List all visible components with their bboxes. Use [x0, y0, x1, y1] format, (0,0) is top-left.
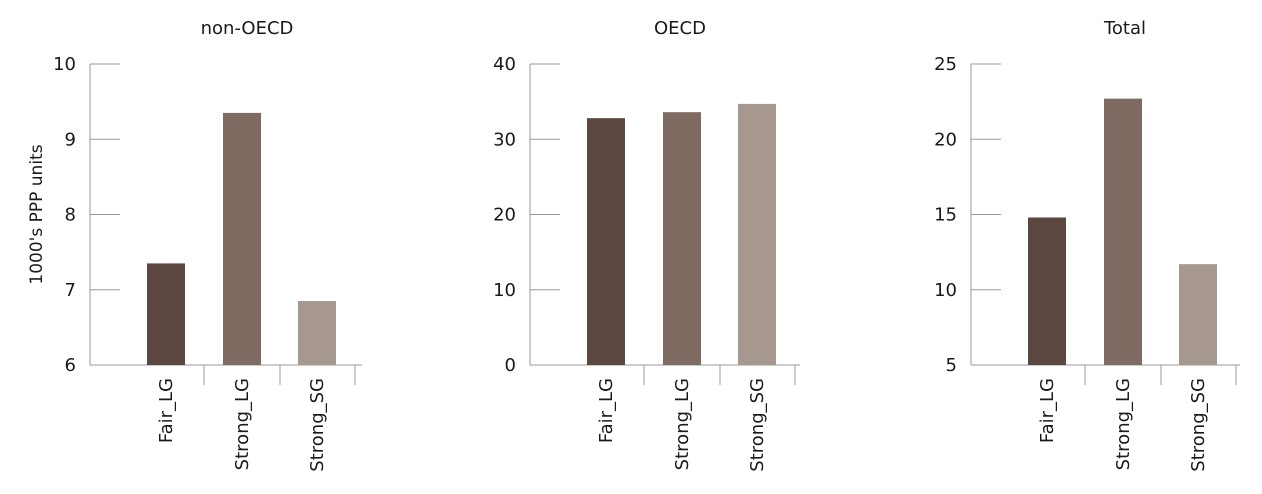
y-tick-label: 10 — [493, 280, 516, 301]
y-tick-label: 40 — [493, 54, 516, 75]
y-tick-label: 0 — [505, 355, 516, 376]
bar-strong-sg — [738, 103, 776, 365]
x-tick-label: Fair_LG — [1037, 378, 1058, 443]
y-tick-label: 6 — [65, 355, 76, 376]
x-tick-label: Fair_LG — [156, 378, 177, 443]
bar-fair-lg — [587, 118, 625, 366]
x-tick-label: Strong_LG — [232, 378, 253, 470]
y-axis-label: 1000's PPP units — [27, 144, 47, 284]
chart-panel-3: Total 5 10 15 20 25 Fair_LG Strong_LG Strong_SG — [934, 18, 1240, 472]
chart-title: non-OECD — [201, 18, 294, 39]
y-tick-label: 10 — [53, 54, 76, 75]
y-tick-label: 30 — [493, 129, 516, 150]
y-tick-label: 8 — [65, 205, 76, 226]
bar-strong-sg — [298, 301, 336, 365]
bar-strong-lg — [223, 112, 261, 365]
x-tick-label: Strong_SG — [307, 378, 328, 472]
y-tick-label: 15 — [934, 205, 957, 226]
chart-panel-1: non-OECD 1000's PPP units 6 7 8 9 10 Fair_LG Str… — [27, 18, 362, 472]
x-tick-label: Strong_SG — [1188, 378, 1209, 472]
y-tick-label: 10 — [934, 280, 957, 301]
bar-strong-lg — [1104, 98, 1142, 366]
bar-fair-lg — [1028, 217, 1066, 365]
y-tick-label: 20 — [493, 205, 516, 226]
x-tick-label: Strong_SG — [747, 378, 768, 472]
y-tick-label: 20 — [934, 129, 957, 150]
y-tick-label: 7 — [65, 280, 76, 301]
x-tick-label: Strong_LG — [672, 378, 693, 470]
chart-title: Total — [1103, 18, 1146, 39]
x-tick-label: Strong_LG — [1113, 378, 1134, 470]
bar-strong-sg — [1179, 264, 1217, 365]
bar-fair-lg — [147, 263, 185, 365]
y-tick-label: 5 — [946, 355, 957, 376]
bar-strong-lg — [663, 112, 701, 365]
chart-title: OECD — [654, 18, 706, 39]
chart-panel-2: OECD 0 10 20 30 40 Fair_LG Strong_LG Strong_SG — [493, 18, 800, 472]
y-tick-label: 9 — [65, 129, 76, 150]
x-tick-label: Fair_LG — [596, 378, 617, 443]
y-tick-label: 25 — [934, 54, 957, 75]
